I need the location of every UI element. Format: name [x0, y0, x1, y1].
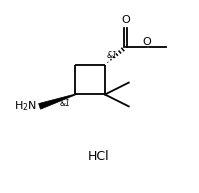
Polygon shape — [39, 94, 75, 109]
Text: &1: &1 — [106, 51, 117, 60]
Text: HCl: HCl — [88, 150, 110, 163]
Text: O: O — [121, 15, 130, 25]
Text: $\mathregular{H_2N}$: $\mathregular{H_2N}$ — [14, 99, 37, 113]
Text: O: O — [142, 37, 151, 47]
Text: &1: &1 — [60, 99, 71, 108]
